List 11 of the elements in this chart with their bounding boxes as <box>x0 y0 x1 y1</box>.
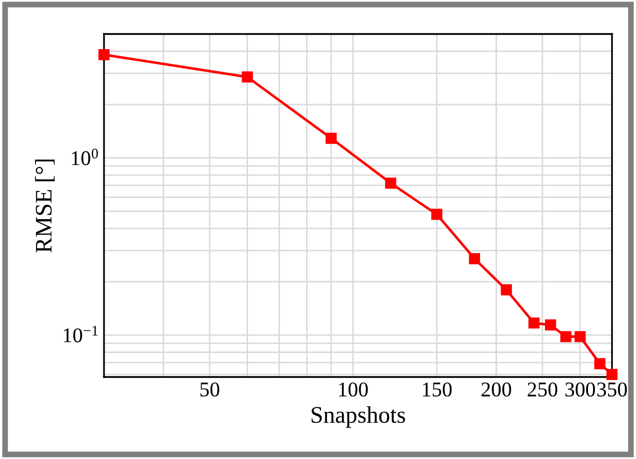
x-axis-title: Snapshots <box>312 406 406 428</box>
y-tick-label: 10$^{0}$ <box>72 148 98 166</box>
y-axis-title: RMSE [°] <box>35 160 55 253</box>
x-tick-label: 200 <box>482 382 512 397</box>
y-tick-label: 10$^{−1}$ <box>64 326 98 342</box>
x-tick-label: 300 <box>565 382 595 397</box>
x-tick-label: 50 <box>200 382 220 397</box>
x-tick-label: 150 <box>423 382 452 397</box>
x-tick-label: 100 <box>339 382 368 397</box>
x-tick-label: 250 <box>528 382 558 397</box>
x-tick-label: 350 <box>597 382 627 397</box>
